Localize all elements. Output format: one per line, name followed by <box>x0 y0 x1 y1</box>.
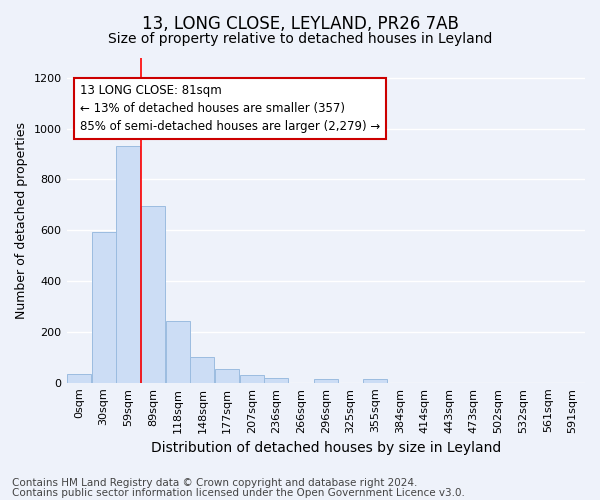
Bar <box>92 232 116 383</box>
Bar <box>240 375 263 383</box>
X-axis label: Distribution of detached houses by size in Leyland: Distribution of detached houses by size … <box>151 441 501 455</box>
Text: Contains HM Land Registry data © Crown copyright and database right 2024.: Contains HM Land Registry data © Crown c… <box>12 478 418 488</box>
Bar <box>314 379 338 383</box>
Text: Size of property relative to detached houses in Leyland: Size of property relative to detached ho… <box>108 32 492 46</box>
Bar <box>166 320 190 383</box>
Bar <box>141 206 165 383</box>
Text: Contains public sector information licensed under the Open Government Licence v3: Contains public sector information licen… <box>12 488 465 498</box>
Text: 13, LONG CLOSE, LEYLAND, PR26 7AB: 13, LONG CLOSE, LEYLAND, PR26 7AB <box>142 15 458 33</box>
Bar <box>215 369 239 383</box>
Bar <box>363 379 387 383</box>
Bar <box>190 358 214 383</box>
Bar <box>116 146 140 383</box>
Bar <box>67 374 91 383</box>
Text: 13 LONG CLOSE: 81sqm
← 13% of detached houses are smaller (357)
85% of semi-deta: 13 LONG CLOSE: 81sqm ← 13% of detached h… <box>80 84 380 133</box>
Y-axis label: Number of detached properties: Number of detached properties <box>15 122 28 318</box>
Bar <box>265 378 289 383</box>
